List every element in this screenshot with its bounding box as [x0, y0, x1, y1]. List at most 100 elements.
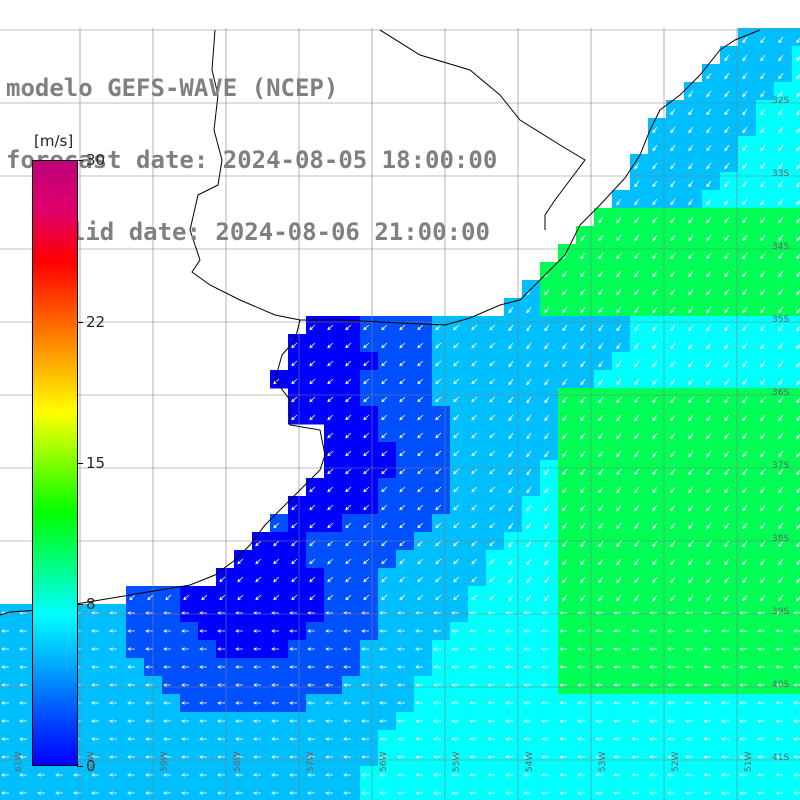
wind-arrow	[526, 378, 532, 386]
wind-cell	[666, 712, 685, 731]
wind-cell	[324, 730, 343, 749]
wind-arrow	[91, 719, 99, 723]
wind-arrow	[742, 234, 748, 242]
wind-arrow	[109, 755, 117, 759]
wind-arrow	[721, 791, 729, 795]
wind-cell	[450, 442, 469, 461]
wind-cell	[234, 676, 253, 695]
wind-cell	[18, 730, 37, 749]
wind-cell	[288, 370, 307, 389]
wind-arrow	[634, 270, 640, 278]
wind-cell	[378, 604, 397, 623]
wind-arrow	[706, 540, 712, 548]
wind-cell	[288, 568, 307, 587]
wind-cell	[720, 748, 739, 767]
wind-cell	[396, 370, 415, 389]
wind-arrow	[562, 468, 568, 476]
wind-arrow	[616, 504, 622, 512]
wind-cell	[450, 334, 469, 353]
wind-arrow	[127, 683, 135, 687]
wind-cell	[612, 784, 631, 800]
wind-arrow	[325, 755, 333, 759]
wind-cell	[792, 64, 800, 83]
wind-arrow	[562, 306, 568, 314]
wind-arrow	[613, 683, 621, 687]
wind-cell	[720, 784, 739, 800]
wind-cell	[432, 730, 451, 749]
wind-cell	[324, 568, 343, 587]
wind-cell	[414, 460, 433, 479]
wind-arrow	[721, 665, 729, 669]
wind-cell	[432, 586, 451, 605]
coastline	[189, 29, 761, 326]
colorbar-tick-label: 0	[86, 757, 96, 775]
wind-arrow	[469, 737, 477, 741]
wind-cell	[630, 766, 649, 785]
wind-arrow	[706, 108, 712, 116]
wind-arrow	[453, 414, 460, 421]
wind-cell	[342, 694, 361, 713]
wind-arrow	[616, 486, 622, 494]
wind-arrow	[778, 486, 784, 494]
wind-arrow	[345, 432, 352, 439]
wind-cell	[90, 730, 109, 749]
wind-arrow	[505, 773, 513, 777]
wind-arrow	[706, 378, 712, 386]
wind-arrow	[489, 414, 496, 421]
wind-arrow	[544, 576, 550, 584]
wind-cell	[378, 388, 397, 407]
wind-cell	[162, 766, 181, 785]
wind-cell	[0, 784, 19, 800]
wind-arrow	[580, 450, 586, 458]
wind-arrow	[127, 737, 135, 741]
wind-cell	[342, 352, 361, 371]
wind-arrow	[235, 665, 243, 669]
wind-arrow	[667, 791, 675, 795]
wind-cell	[270, 604, 289, 623]
wind-arrow	[688, 522, 694, 530]
wind-arrow	[775, 791, 783, 795]
wind-arrow	[235, 773, 243, 777]
latitude-label: 33S	[772, 169, 790, 179]
wind-cell	[558, 658, 577, 677]
wind-cell	[270, 730, 289, 749]
wind-arrow	[649, 719, 657, 723]
wind-arrow	[703, 629, 711, 633]
wind-arrow	[469, 683, 477, 687]
wind-arrow	[453, 378, 460, 385]
wind-arrow	[670, 576, 676, 584]
wind-arrow	[742, 90, 748, 98]
wind-cell	[126, 604, 145, 623]
wind-arrow	[345, 504, 352, 511]
wind-arrow	[253, 737, 261, 741]
wind-arrow	[109, 719, 117, 723]
wind-cell	[684, 676, 703, 695]
wind-cell	[792, 352, 800, 371]
wind-cell	[306, 622, 325, 641]
wind-arrow	[760, 450, 766, 458]
wind-cell	[216, 622, 235, 641]
wind-arrow	[271, 683, 279, 687]
wind-cell	[792, 442, 800, 461]
wind-arrow	[361, 737, 369, 741]
wind-cell	[306, 334, 325, 353]
wind-cell	[522, 748, 541, 767]
wind-arrow	[415, 737, 423, 741]
wind-cell	[792, 406, 800, 425]
wind-arrow	[670, 342, 676, 350]
wind-arrow	[291, 360, 298, 367]
wind-arrow	[706, 90, 712, 98]
wind-arrow	[688, 144, 694, 152]
wind-arrow	[775, 683, 783, 687]
wind-cell	[360, 388, 379, 407]
wind-arrow	[760, 504, 766, 512]
wind-arrow	[508, 324, 514, 332]
wind-cell	[792, 478, 800, 497]
wind-arrow	[598, 468, 604, 476]
wind-arrow	[544, 324, 550, 332]
wind-arrow	[255, 594, 262, 601]
wind-cell	[342, 586, 361, 605]
wind-arrow	[487, 737, 495, 741]
wind-cell	[486, 658, 505, 677]
wind-cell	[270, 586, 289, 605]
